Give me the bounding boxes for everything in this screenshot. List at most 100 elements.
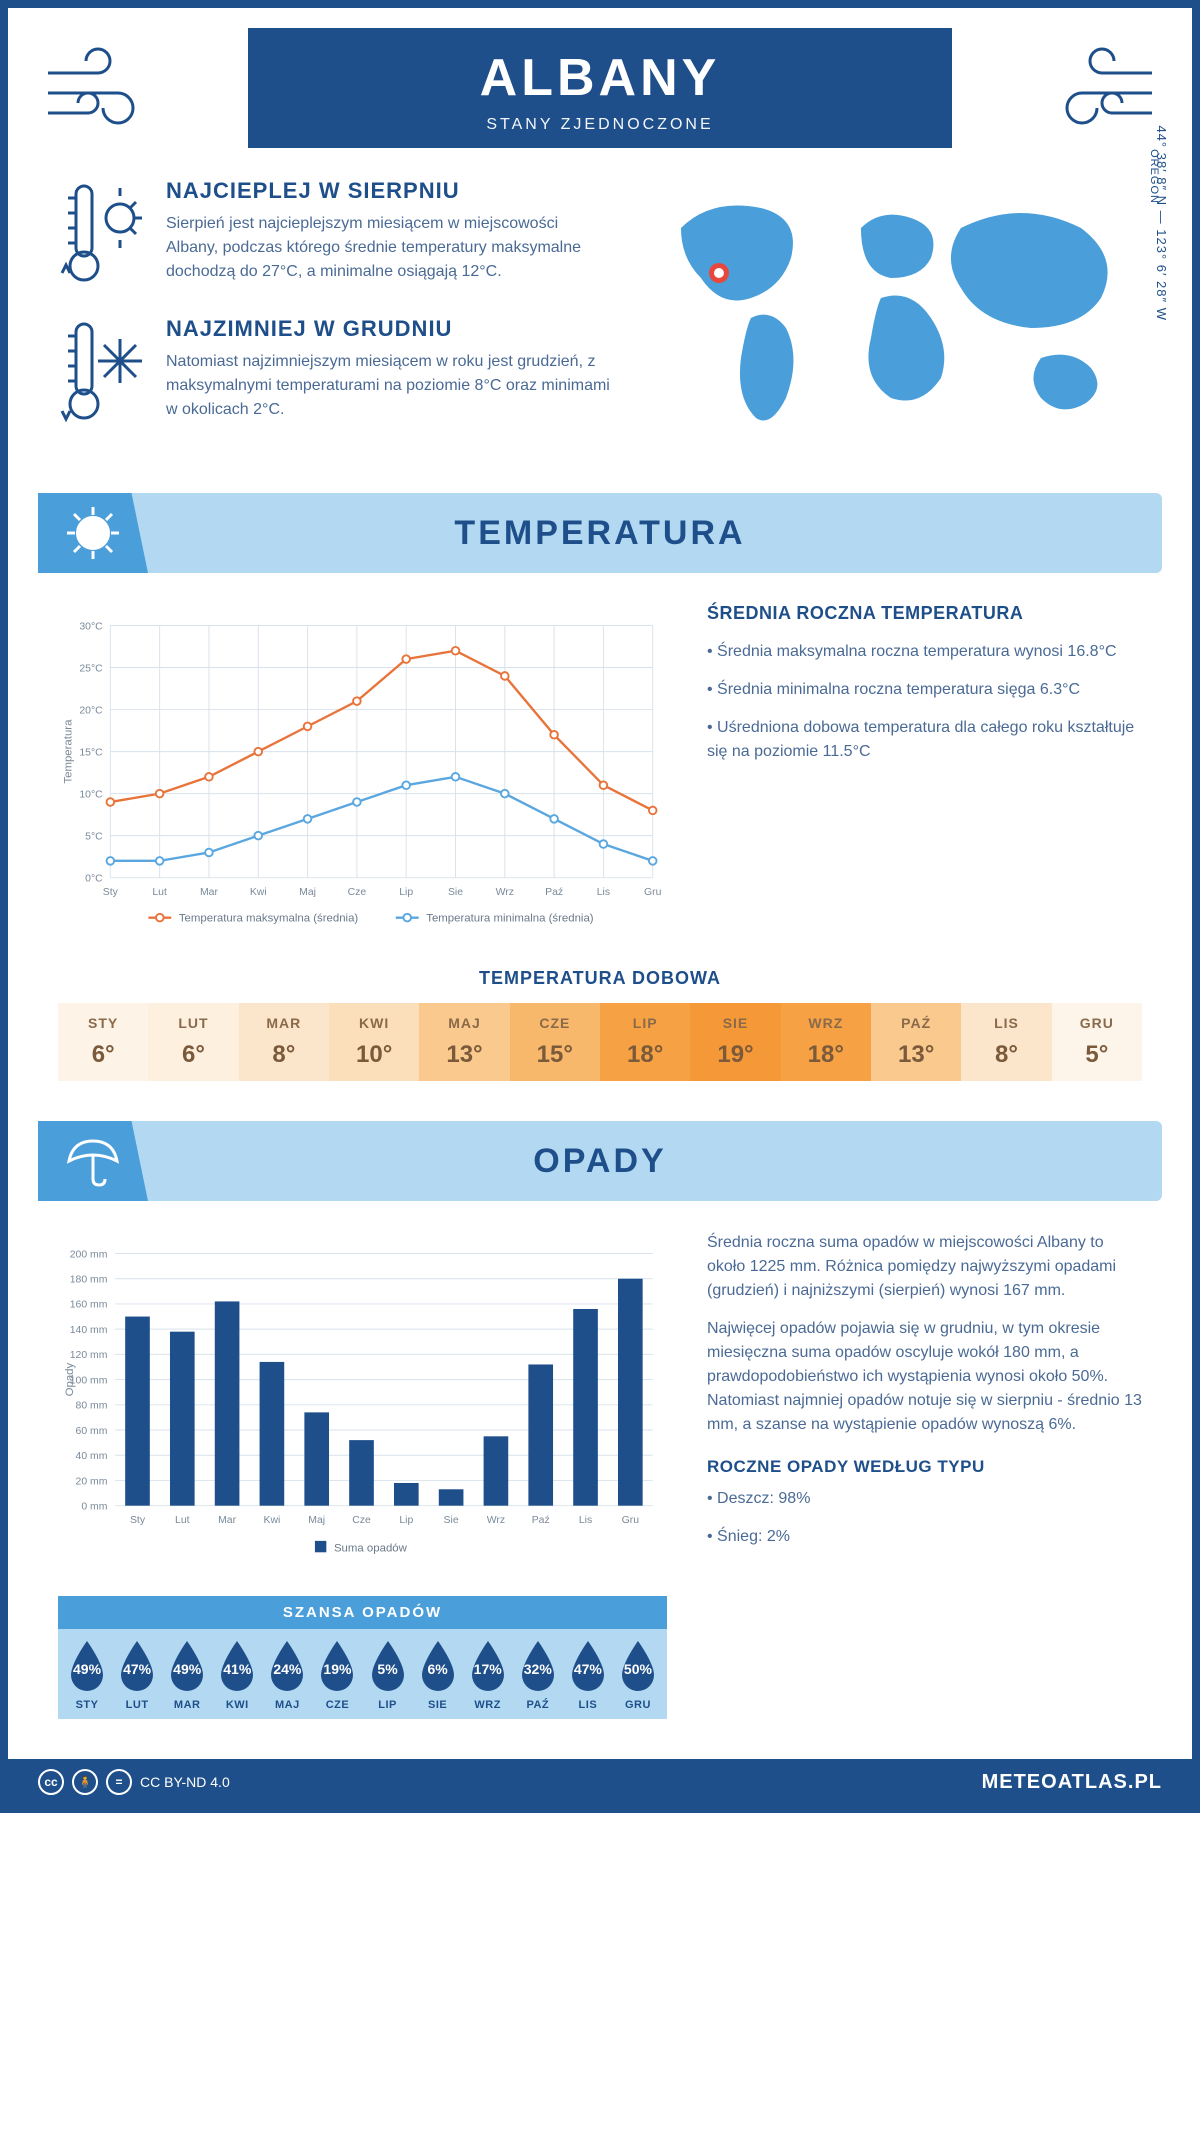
svg-text:Lis: Lis: [579, 1515, 592, 1526]
svg-text:Temperatura minimalna (średnia: Temperatura minimalna (średnia): [426, 912, 594, 924]
daily-temp-cell: LIS 8°: [961, 1003, 1051, 1081]
svg-text:120 mm: 120 mm: [70, 1350, 108, 1361]
intro-section: NAJCIEPLEJ W SIERPNIU Sierpień jest najc…: [8, 148, 1192, 483]
warmest-title: NAJCIEPLEJ W SIERPNIU: [166, 178, 610, 204]
rain-month: WRZ: [463, 1699, 513, 1711]
month-value: 6°: [58, 1041, 148, 1069]
svg-text:Suma opadów: Suma opadów: [334, 1542, 408, 1554]
month-label: PAŹ: [871, 1015, 961, 1031]
svg-text:10°C: 10°C: [79, 789, 103, 800]
month-value: 6°: [148, 1041, 238, 1069]
rain-chance-cell: 17% WRZ: [463, 1639, 513, 1711]
svg-text:0°C: 0°C: [85, 873, 103, 884]
svg-text:Kwi: Kwi: [250, 887, 267, 898]
coldest-title: NAJZIMNIEJ W GRUDNIU: [166, 316, 610, 342]
month-label: LUT: [148, 1015, 238, 1031]
annual-type-line: • Deszcz: 98%: [707, 1487, 1142, 1511]
svg-text:0 mm: 0 mm: [81, 1501, 107, 1512]
rain-percent: 32%: [524, 1661, 552, 1677]
daily-temp-cell: KWI10°: [329, 1003, 419, 1081]
temperature-summary: ŚREDNIA ROCZNA TEMPERATURA • Średnia mak…: [707, 603, 1142, 948]
title-banner: ALBANY STANY ZJEDNOCZONE: [248, 28, 952, 148]
precipitation-summary: Średnia roczna suma opadów w miejscowośc…: [707, 1231, 1142, 1719]
rain-chance-cell: 50% GRU: [613, 1639, 663, 1711]
month-value: 15°: [510, 1041, 600, 1069]
daily-temp-cell: LIP18°: [600, 1003, 690, 1081]
site-name: METEOATLAS.PL: [982, 1771, 1162, 1794]
world-map: [640, 178, 1142, 458]
rain-chance-title: SZANSA OPADÓW: [58, 1596, 667, 1629]
country-subtitle: STANY ZJEDNOCZONE: [248, 116, 952, 134]
daily-temp-cell: MAR 8°: [239, 1003, 329, 1081]
header-row: ALBANY STANY ZJEDNOCZONE: [8, 8, 1192, 148]
month-label: STY: [58, 1015, 148, 1031]
footer: cc 🧍 = CC BY-ND 4.0 METEOATLAS.PL: [8, 1759, 1192, 1805]
svg-text:160 mm: 160 mm: [70, 1300, 108, 1311]
rain-month: STY: [62, 1699, 112, 1711]
svg-text:Maj: Maj: [308, 1515, 325, 1526]
month-value: 8°: [239, 1041, 329, 1069]
svg-text:Sty: Sty: [103, 887, 119, 898]
svg-text:Cze: Cze: [352, 1515, 371, 1526]
umbrella-icon: [63, 1131, 123, 1191]
rain-percent: 47%: [123, 1661, 151, 1677]
month-value: 8°: [961, 1041, 1051, 1069]
svg-text:Sie: Sie: [448, 887, 463, 898]
rain-percent: 5%: [377, 1661, 397, 1677]
month-label: MAJ: [419, 1015, 509, 1031]
daily-temp-cell: GRU5°: [1052, 1003, 1142, 1081]
nd-icon: =: [106, 1769, 132, 1795]
wind-icon-right: [1042, 43, 1162, 133]
rain-chance-cell: 19% CZE: [312, 1639, 362, 1711]
month-label: KWI: [329, 1015, 419, 1031]
rain-percent: 49%: [73, 1661, 101, 1677]
daily-temp-cell: PAŹ13°: [871, 1003, 961, 1081]
precipitation-banner: OPADY: [38, 1121, 1162, 1201]
coldest-text: Natomiast najzimniejszym miesiącem w rok…: [166, 350, 610, 422]
rain-percent: 17%: [474, 1661, 502, 1677]
license-text: CC BY-ND 4.0: [140, 1774, 230, 1790]
svg-text:Lut: Lut: [175, 1515, 190, 1526]
rain-chance-cell: 24% MAJ: [262, 1639, 312, 1711]
rain-month: LUT: [112, 1699, 162, 1711]
precipitation-chart-section: 0 mm20 mm40 mm60 mm80 mm100 mm120 mm140 …: [8, 1211, 1192, 1729]
rain-chance-cell: 6% SIE: [413, 1639, 463, 1711]
svg-text:Wrz: Wrz: [487, 1515, 505, 1526]
rain-percent: 47%: [574, 1661, 602, 1677]
rain-chance-cell: 47% LIS: [563, 1639, 613, 1711]
rain-percent: 19%: [323, 1661, 351, 1677]
thermometer-snow-icon: [58, 316, 148, 426]
cc-icon: cc: [38, 1769, 64, 1795]
month-value: 18°: [781, 1041, 871, 1069]
by-icon: 🧍: [72, 1769, 98, 1795]
daily-temp-cell: CZE 15°: [510, 1003, 600, 1081]
rain-chance-cell: 47% LUT: [112, 1639, 162, 1711]
svg-text:Opady: Opady: [64, 1362, 76, 1396]
wind-icon-left: [38, 43, 158, 133]
temperature-chart-section: 0°C5°C10°C15°C20°C25°C30°CStyLutMarKwiMa…: [8, 583, 1192, 958]
svg-text:Lip: Lip: [399, 1515, 413, 1526]
rain-month: SIE: [413, 1699, 463, 1711]
svg-text:Sty: Sty: [130, 1515, 146, 1526]
svg-text:200 mm: 200 mm: [70, 1249, 108, 1260]
coldest-block: NAJZIMNIEJ W GRUDNIU Natomiast najzimnie…: [58, 316, 610, 426]
rain-month: GRU: [613, 1699, 663, 1711]
svg-text:Mar: Mar: [218, 1515, 237, 1526]
precip-para: Najwięcej opadów pojawia się w grudniu, …: [707, 1317, 1142, 1437]
daily-temp-cell: STY 6°: [58, 1003, 148, 1081]
rain-chance-cell: 49% STY: [62, 1639, 112, 1711]
month-label: MAR: [239, 1015, 329, 1031]
rain-chance-cell: 49% MAR: [162, 1639, 212, 1711]
annual-type-line: • Śnieg: 2%: [707, 1525, 1142, 1549]
temperature-line-chart: 0°C5°C10°C15°C20°C25°C30°CStyLutMarKwiMa…: [58, 603, 667, 943]
sun-icon: [63, 503, 123, 563]
rain-month: MAR: [162, 1699, 212, 1711]
daily-temp-cell: LUT 6°: [148, 1003, 238, 1081]
month-label: CZE: [510, 1015, 600, 1031]
month-label: LIS: [961, 1015, 1051, 1031]
month-label: LIP: [600, 1015, 690, 1031]
city-title: ALBANY: [248, 48, 952, 108]
svg-text:Cze: Cze: [348, 887, 367, 898]
thermometer-sun-icon: [58, 178, 148, 288]
daily-temp-cell: SIE19°: [690, 1003, 780, 1081]
